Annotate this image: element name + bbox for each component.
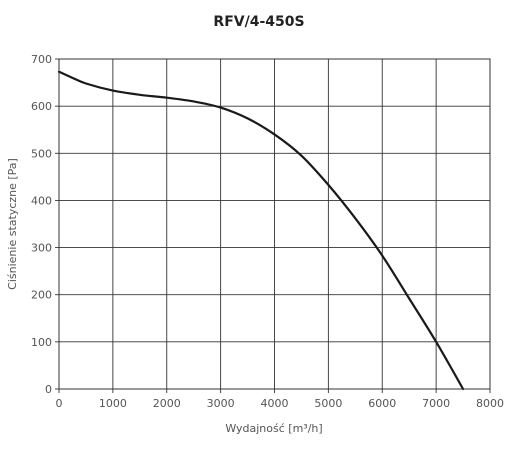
- y-tick-label: 300: [31, 242, 52, 255]
- series-layer: [57, 70, 465, 391]
- x-tick-label: 1000: [99, 397, 127, 410]
- x-tick-label: 4000: [261, 397, 289, 410]
- y-tick-label: 600: [31, 100, 52, 113]
- y-tick-label: 200: [31, 289, 52, 302]
- y-tick-label: 0: [45, 383, 52, 396]
- tick-layer: 0 1000 2000 3000 4000 5000 6000 7000 8000 0 100 200…: [31, 53, 504, 410]
- x-tick-label: 8000: [476, 397, 504, 410]
- plot-frame: [58, 58, 491, 390]
- x-tick-label: 2000: [153, 397, 181, 410]
- y-axis-label: Ciśnienie statyczne [Pa]: [6, 158, 19, 290]
- y-tick-label: 700: [31, 53, 52, 66]
- y-tick-label: 400: [31, 194, 52, 207]
- x-tick-label: 0: [56, 397, 63, 410]
- x-tick-label: 3000: [207, 397, 235, 410]
- y-tick-label: 500: [31, 147, 52, 160]
- x-tick-label: 6000: [368, 397, 396, 410]
- y-tick-label: 100: [31, 336, 52, 349]
- x-tick-label: 5000: [314, 397, 342, 410]
- grid-layer: [55, 58, 491, 393]
- series-line: [57, 70, 465, 391]
- x-tick-label: 7000: [422, 397, 450, 410]
- chart-title: RFV/4-450S: [213, 14, 304, 30]
- x-axis-label: Wydajność [m³/h]: [225, 422, 322, 435]
